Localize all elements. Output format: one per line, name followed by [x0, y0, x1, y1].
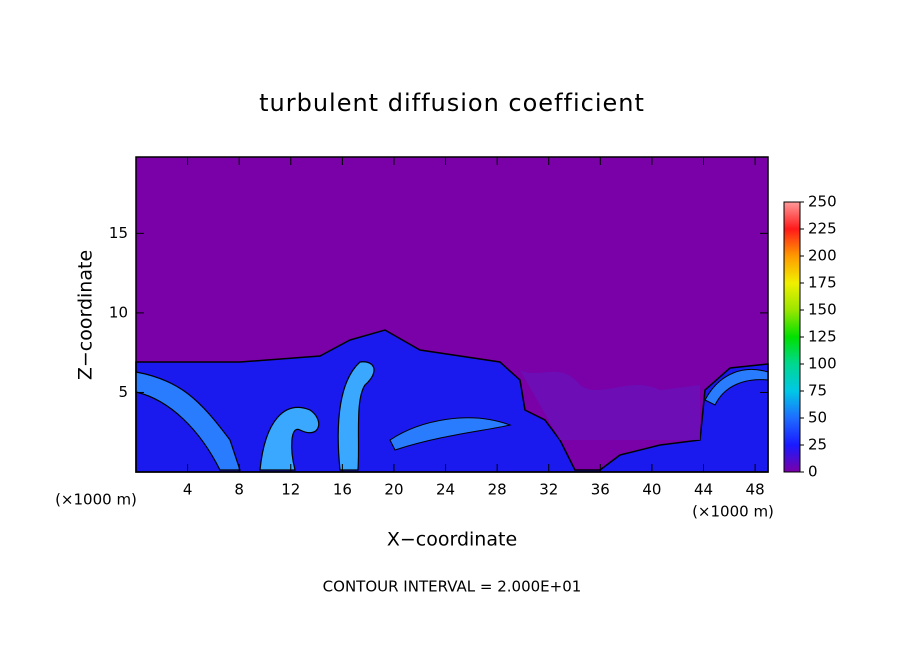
x-tick-label: 4 [183, 481, 193, 499]
x-tick-label: 44 [694, 481, 713, 499]
x-tick-label: 36 [591, 481, 610, 499]
x-unit-label: (×1000 m) [692, 503, 774, 521]
field-streak [259, 406, 320, 471]
y-tick-label: 15 [109, 224, 128, 242]
y-axis-label: Z−coordinate [75, 250, 97, 380]
field-region [520, 370, 700, 440]
colorbar-tick-label: 125 [808, 328, 837, 346]
colorbar-tick-label: 150 [808, 301, 837, 319]
x-tick-label: 28 [488, 481, 507, 499]
field-region [135, 329, 769, 473]
x-tick-label: 12 [281, 481, 300, 499]
x-tick-label: 48 [746, 481, 765, 499]
x-tick-label: 8 [234, 481, 244, 499]
colorbar-tick-label: 100 [808, 355, 837, 373]
x-tick-label: 40 [642, 481, 661, 499]
colorbar-tick-label: 200 [808, 247, 837, 265]
contour-field [135, 157, 769, 473]
colorbar-tick-label: 225 [808, 220, 837, 238]
colorbar [783, 201, 801, 473]
x-tick-label: 32 [539, 481, 558, 499]
colorbar-tick-label: 250 [808, 193, 837, 211]
y-tick-label: 10 [109, 303, 128, 321]
colorbar-tick-label: 25 [808, 436, 827, 454]
field-streak [135, 371, 241, 471]
plot-frame [135, 156, 769, 473]
colorbar-tick-label: 0 [808, 463, 818, 481]
x-unit-label: (×1000 m) [55, 491, 137, 509]
colorbar-tick-label: 50 [808, 409, 827, 427]
chart-title: turbulent diffusion coefficient [259, 89, 645, 117]
x-axis-label: X−coordinate [387, 529, 517, 551]
annotation: CONTOUR INTERVAL = 2.000E+01 [323, 578, 582, 596]
x-tick-label: 16 [333, 481, 352, 499]
colorbar-tick-label: 175 [808, 274, 837, 292]
y-tick-label: 5 [118, 383, 128, 401]
x-tick-label: 20 [384, 481, 403, 499]
field-streak [337, 361, 375, 471]
colorbar-tick-label: 75 [808, 382, 827, 400]
x-tick-label: 24 [436, 481, 455, 499]
field-streak [389, 417, 512, 451]
